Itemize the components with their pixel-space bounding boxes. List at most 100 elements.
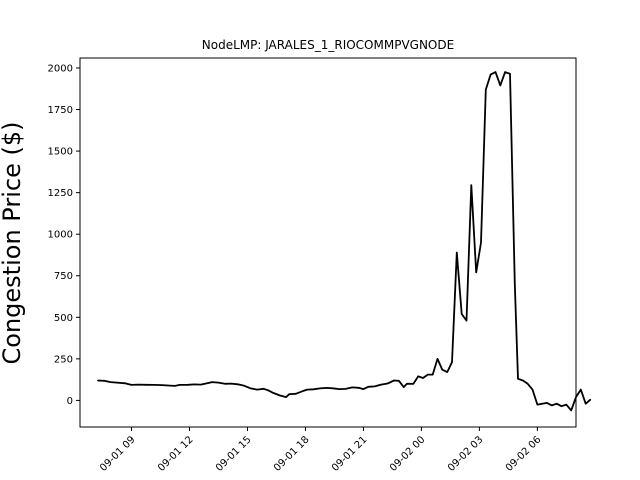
data-point (427, 374, 429, 376)
data-point (169, 385, 171, 387)
data-point (288, 393, 290, 395)
data-point (470, 184, 472, 186)
data-point (174, 385, 176, 387)
data-point (279, 394, 281, 396)
data-point (541, 403, 543, 405)
data-point (351, 386, 353, 388)
y-tick-label: 1750 (48, 105, 73, 116)
data-point (362, 388, 364, 390)
data-point (230, 383, 232, 385)
data-point (237, 383, 239, 385)
data-point (243, 385, 245, 387)
y-tick-label: 500 (54, 313, 73, 324)
data-point (224, 383, 226, 385)
data-point (499, 84, 501, 86)
data-point (517, 378, 519, 380)
data-point (406, 383, 408, 385)
data-point (374, 385, 376, 387)
data-point (461, 313, 463, 315)
data-point (263, 388, 265, 390)
data-point (295, 393, 297, 395)
y-tick-label: 250 (54, 354, 73, 365)
data-point (206, 382, 208, 384)
data-point (480, 241, 482, 244)
data-point (422, 377, 424, 379)
data-point (475, 271, 477, 273)
chart-title: NodeLMP: JARALES_1_RIOCOMMPVGNODE (202, 38, 454, 52)
data-point (325, 387, 327, 389)
data-point (153, 384, 155, 386)
data-point (319, 387, 321, 389)
data-point (187, 384, 189, 386)
data-point (137, 384, 139, 386)
data-point (546, 402, 548, 404)
data-point (451, 361, 453, 363)
data-point (509, 73, 511, 75)
data-point (403, 386, 405, 388)
data-point (285, 396, 287, 398)
data-point (527, 383, 529, 385)
y-tick-label: 750 (54, 271, 73, 282)
data-point (301, 390, 303, 392)
data-point (570, 409, 572, 411)
data-point (393, 379, 395, 382)
y-tick-label: 1000 (48, 230, 73, 241)
y-axis-label: Congestion Price ($) (0, 122, 26, 365)
data-point (580, 389, 582, 391)
data-point (193, 383, 195, 385)
data-point (436, 358, 439, 360)
data-point (551, 404, 553, 406)
data-point (332, 387, 334, 389)
data-point (211, 381, 213, 383)
data-point (504, 71, 506, 73)
data-point (441, 369, 443, 371)
data-point (124, 382, 126, 384)
data-point (103, 380, 105, 382)
data-point (338, 388, 340, 390)
data-point (345, 388, 347, 390)
y-tick-label: 0 (67, 396, 73, 407)
data-point (97, 379, 99, 382)
data-point (485, 89, 487, 91)
data-point (387, 382, 389, 385)
data-point (465, 320, 468, 322)
data-point (267, 389, 269, 391)
plot-frame (79, 57, 577, 428)
data-point (536, 404, 539, 406)
data-point (116, 382, 118, 384)
data-point (250, 387, 252, 389)
data-point (522, 379, 524, 382)
data-point (110, 381, 112, 383)
data-point (145, 384, 147, 386)
data-point (531, 389, 534, 391)
data-point (446, 371, 448, 373)
data-point (556, 403, 558, 405)
data-point (589, 399, 592, 401)
data-point (575, 396, 577, 398)
data-point (312, 388, 315, 390)
y-tick-label: 1500 (48, 147, 73, 158)
data-point (217, 382, 220, 384)
y-tick-label: 2000 (48, 63, 73, 74)
data-point (514, 283, 516, 285)
data-point (200, 384, 202, 386)
data-point (367, 386, 369, 388)
data-point (272, 392, 274, 394)
data-point (398, 380, 400, 382)
data-point (456, 251, 458, 254)
data-point (179, 384, 181, 386)
data-point (432, 374, 434, 376)
data-point (560, 405, 563, 407)
data-point (306, 389, 308, 391)
data-point (585, 403, 587, 405)
data-point (380, 384, 382, 386)
y-tick-label: 1250 (48, 188, 73, 199)
y-axis: 0 250 500 750 1000 1250 1500 1750 2000 (48, 63, 80, 407)
data-point (130, 384, 133, 386)
data-point (358, 387, 360, 389)
data-point (565, 404, 567, 406)
data-point (412, 383, 414, 385)
data-point (161, 384, 163, 386)
data-point (256, 389, 258, 391)
